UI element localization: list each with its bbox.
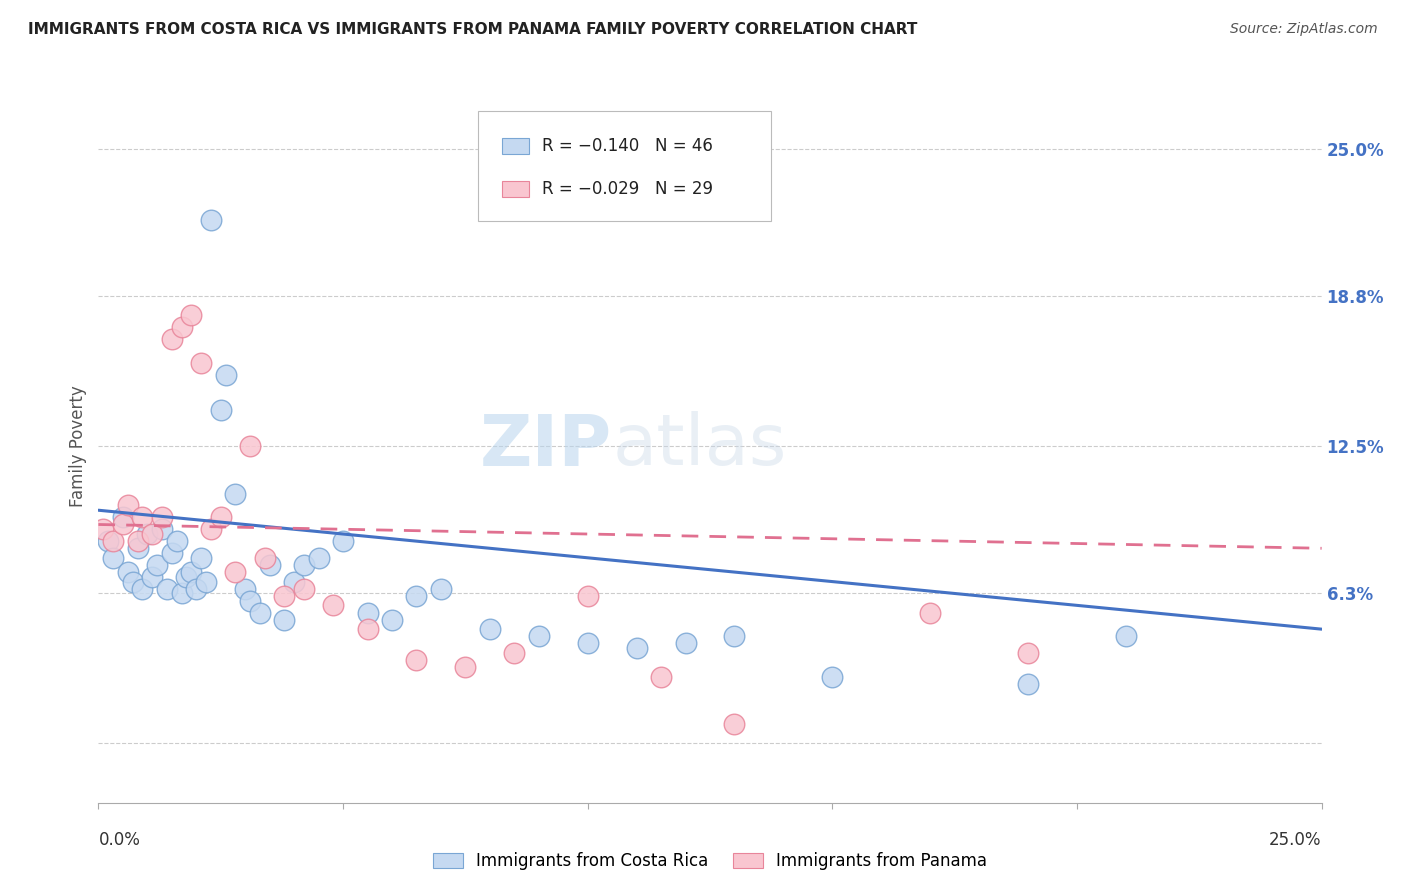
Point [503, 646, 526, 660]
Point [141, 527, 163, 541]
Point [91, 522, 114, 536]
Point [101, 550, 124, 565]
Text: IMMIGRANTS FROM COSTA RICA VS IMMIGRANTS FROM PANAMA FAMILY POVERTY CORRELATION : IMMIGRANTS FROM COSTA RICA VS IMMIGRANTS… [28, 22, 918, 37]
Point [101, 534, 124, 549]
Point [117, 565, 139, 579]
Text: 25.0%: 25.0% [1270, 831, 1322, 849]
Point [454, 660, 477, 674]
FancyBboxPatch shape [502, 138, 529, 154]
Point [253, 550, 276, 565]
Point [195, 574, 218, 589]
Point [308, 550, 330, 565]
Point [180, 565, 202, 579]
Y-axis label: Family Poverty: Family Poverty [69, 385, 87, 507]
Point [170, 320, 193, 334]
Point [821, 670, 844, 684]
Point [381, 613, 404, 627]
Point [239, 439, 262, 453]
Point [97, 534, 120, 549]
Point [576, 589, 599, 603]
Point [239, 593, 262, 607]
Point [136, 527, 159, 541]
Text: Source: ZipAtlas.com: Source: ZipAtlas.com [1230, 22, 1378, 37]
Point [259, 558, 281, 572]
Point [292, 582, 315, 596]
FancyBboxPatch shape [478, 111, 772, 221]
Point [176, 570, 198, 584]
Point [131, 582, 153, 596]
Point [650, 670, 672, 684]
Point [131, 510, 153, 524]
Point [356, 622, 378, 636]
Point [150, 522, 173, 536]
Point [127, 541, 149, 556]
FancyBboxPatch shape [502, 181, 529, 197]
Point [283, 574, 305, 589]
Point [160, 546, 183, 560]
Point [405, 653, 427, 667]
Point [180, 308, 202, 322]
Text: 0.0%: 0.0% [98, 831, 141, 849]
Point [322, 599, 344, 613]
Point [626, 641, 648, 656]
Point [146, 558, 169, 572]
Point [190, 550, 212, 565]
Point [209, 403, 232, 417]
Point [170, 586, 193, 600]
Point [527, 629, 550, 643]
Point [150, 510, 173, 524]
Point [209, 510, 232, 524]
Point [332, 534, 354, 549]
Text: atlas: atlas [612, 411, 786, 481]
Point [1017, 646, 1039, 660]
Point [121, 574, 143, 589]
Point [273, 613, 295, 627]
Point [200, 522, 222, 536]
Point [200, 213, 222, 227]
Point [111, 517, 134, 532]
Point [117, 499, 139, 513]
Point [127, 534, 149, 549]
Point [1017, 677, 1039, 691]
Text: ZIP: ZIP [479, 411, 612, 481]
Point [111, 510, 134, 524]
Point [1115, 629, 1137, 643]
Point [156, 582, 179, 596]
Point [292, 558, 315, 572]
Point [166, 534, 188, 549]
Point [675, 636, 697, 650]
Point [723, 717, 745, 731]
Point [430, 582, 453, 596]
Point [273, 589, 295, 603]
Point [233, 582, 256, 596]
Point [190, 356, 212, 370]
Point [214, 368, 236, 382]
Point [920, 606, 942, 620]
Point [160, 332, 183, 346]
Point [186, 582, 208, 596]
Text: R = −0.029   N = 29: R = −0.029 N = 29 [543, 180, 713, 198]
Point [224, 565, 246, 579]
Point [356, 606, 378, 620]
Point [224, 486, 246, 500]
Point [405, 589, 427, 603]
Point [141, 570, 163, 584]
Legend: Immigrants from Costa Rica, Immigrants from Panama: Immigrants from Costa Rica, Immigrants f… [426, 846, 994, 877]
Point [576, 636, 599, 650]
Point [249, 606, 271, 620]
Point [723, 629, 745, 643]
Text: R = −0.140   N = 46: R = −0.140 N = 46 [543, 137, 713, 155]
Point [478, 622, 501, 636]
